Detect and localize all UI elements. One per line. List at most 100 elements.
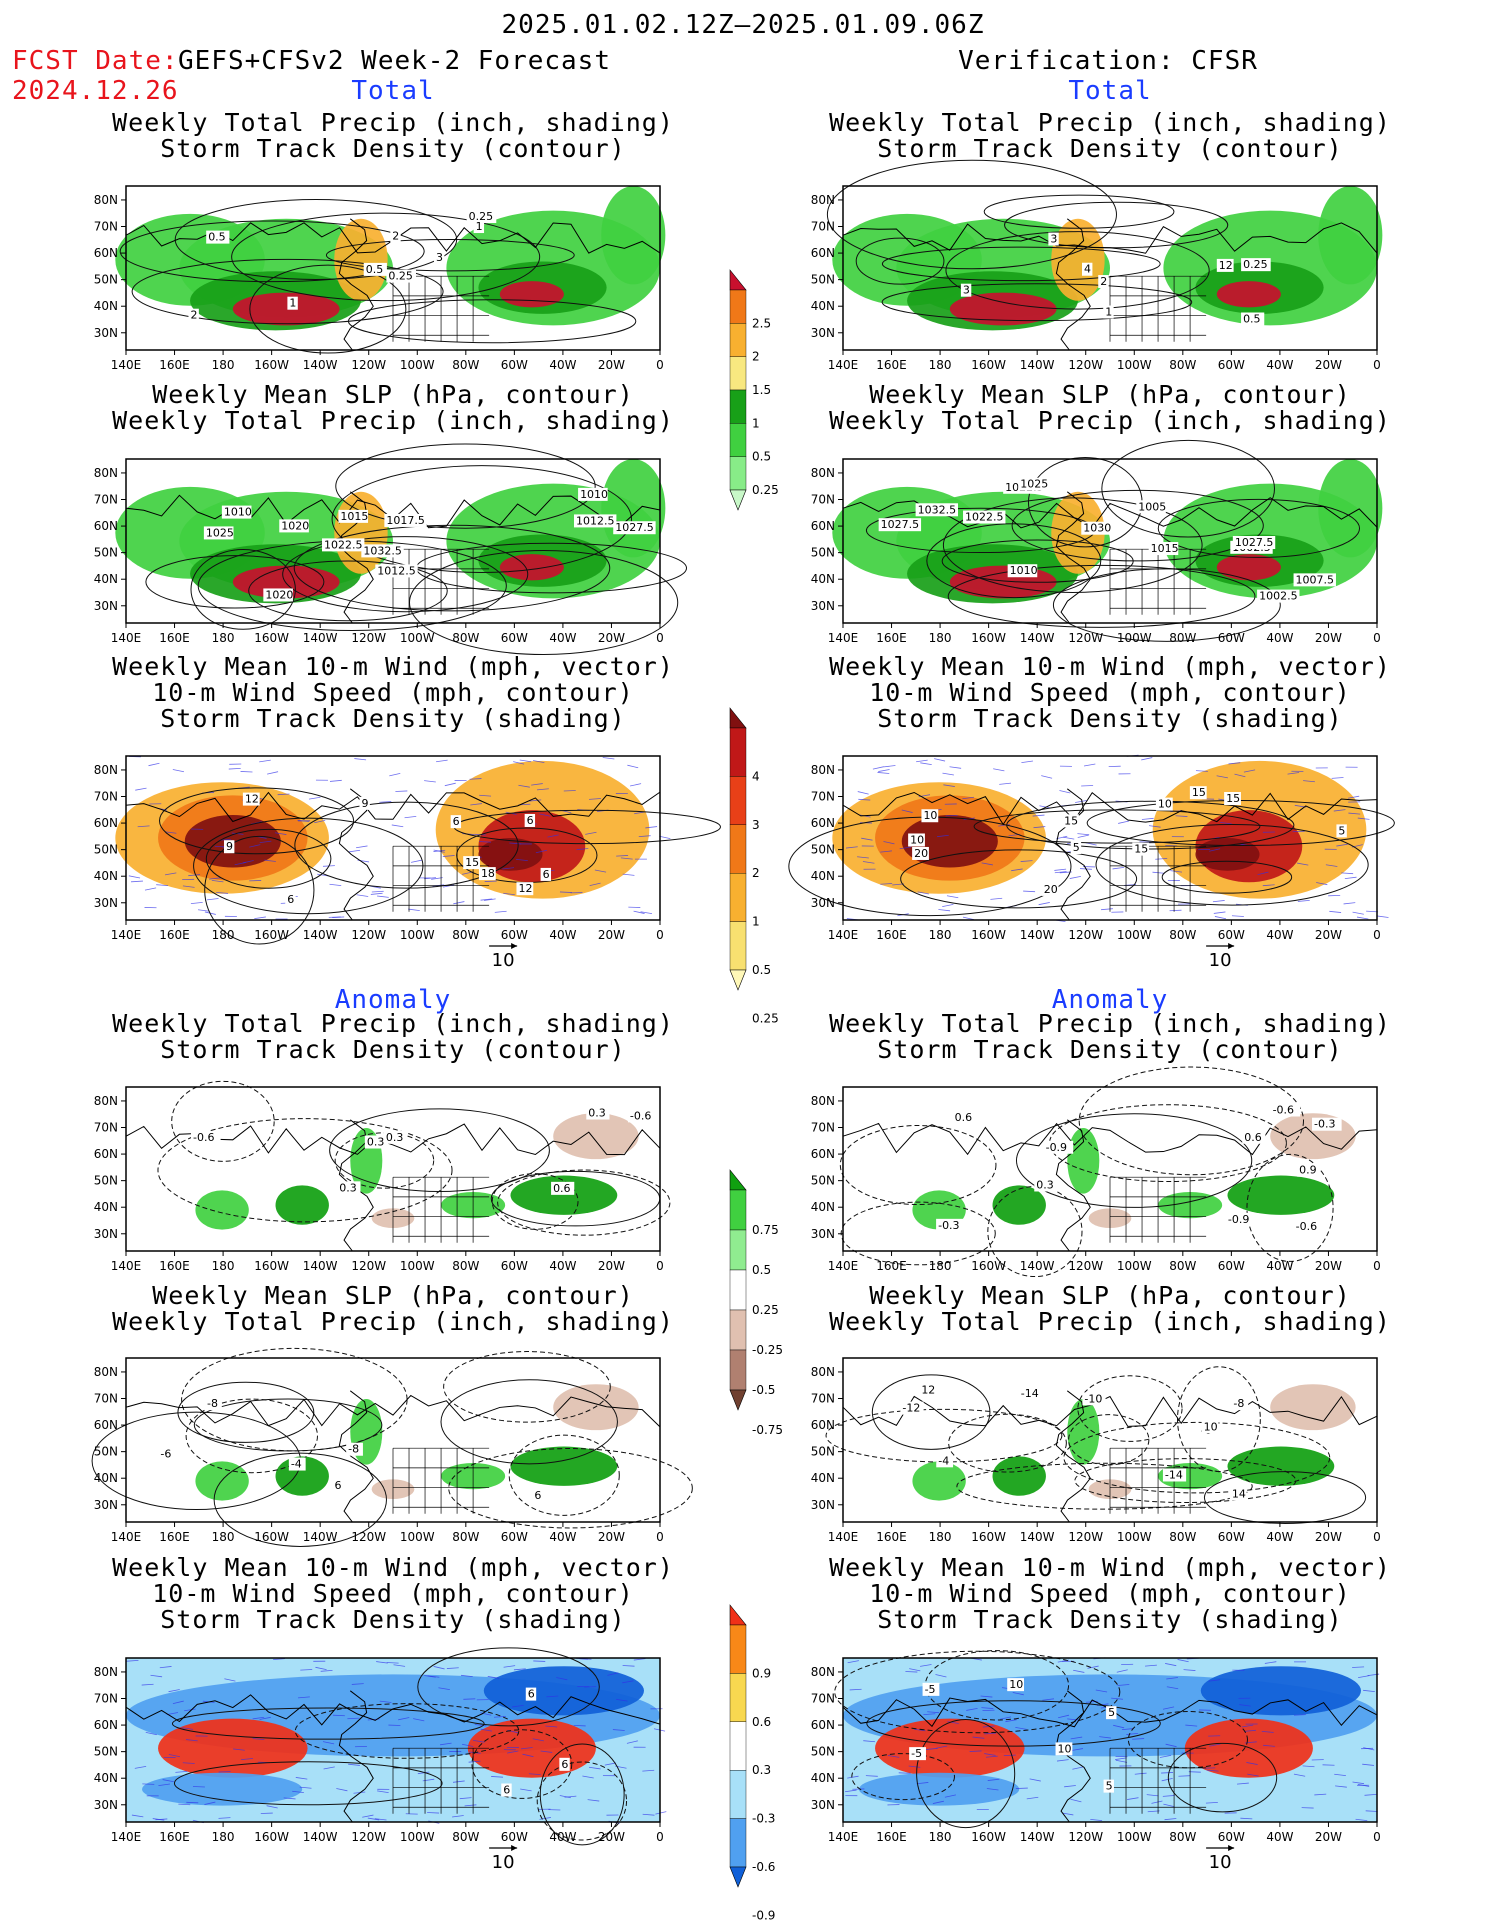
- wind-vector: [1073, 1669, 1085, 1673]
- lon-tick-label: 160E: [159, 1530, 190, 1544]
- wind-vector: [917, 891, 929, 895]
- contour-label-bg: [936, 1454, 954, 1468]
- wind-vector: [935, 1745, 948, 1749]
- lat-tick-label: 40N: [94, 299, 118, 313]
- panel-title-v3-line3: Storm Track Density (shading): [877, 704, 1343, 733]
- wind-vector: [126, 1659, 139, 1662]
- contour-label-bg: [574, 514, 617, 528]
- contour-label: 0.25: [469, 210, 494, 223]
- wind-vector: [254, 916, 266, 920]
- shading-region: [275, 1185, 329, 1225]
- wind-vector: [1178, 1775, 1191, 1777]
- shading-region: [1216, 554, 1281, 581]
- wind-vector: [620, 857, 633, 860]
- lat-tick-label: 60N: [94, 1418, 118, 1432]
- wind-vector: [1363, 1747, 1375, 1751]
- contour-label: -4: [938, 1454, 949, 1467]
- wind-vector: [317, 873, 329, 877]
- map-panel-fa3: 6 6 6 80N 70N 60N 50N 40N 30N 140E 160E 180 160W 140W…: [94, 1647, 667, 1873]
- wind-vector: [440, 1742, 452, 1746]
- lon-tick-label: 100W: [1117, 1530, 1152, 1544]
- colorbar-swatch: [729, 456, 747, 491]
- lon-tick-label: 120W: [351, 1830, 386, 1844]
- wind-vector: [1213, 911, 1226, 914]
- wind-vector: [259, 840, 272, 844]
- wind-vector: [1061, 1812, 1074, 1816]
- coastline: [842, 222, 1378, 254]
- wind-vector: [1352, 1781, 1365, 1785]
- lon-tick-label: 80W: [452, 1259, 479, 1273]
- wind-vector: [913, 1728, 926, 1732]
- wind-vector: [1058, 1714, 1070, 1719]
- colorbar-label: 1.5: [752, 383, 771, 397]
- lat-tick-label: 70N: [811, 790, 835, 804]
- map-panel-va3: -5 10 -5 5 5 10 80N 70N 60N 50N 40N 30N 140E 160E 180 1…: [811, 1650, 1381, 1873]
- wind-vector: [607, 1672, 619, 1676]
- contour-label: 1010: [224, 506, 252, 519]
- lon-tick-label: 100W: [1117, 928, 1152, 942]
- contour-label-bg: [1081, 521, 1111, 535]
- wind-vector: [981, 862, 993, 866]
- shading-region: [1318, 186, 1383, 285]
- wind-vector: [353, 1791, 366, 1794]
- contour-label-bg: [473, 220, 485, 234]
- wind-vector: [1023, 890, 1036, 893]
- shading-region: [1216, 281, 1281, 308]
- panel-title-v2-line1: Weekly Mean SLP (hPa, contour): [869, 380, 1351, 409]
- wind-vector: [1077, 833, 1090, 836]
- shading-region: [499, 281, 564, 308]
- contour-label: 6: [534, 1489, 541, 1502]
- contour-label: 0.3: [339, 1181, 357, 1194]
- wind-vector: [150, 1674, 163, 1678]
- contour-line: [881, 283, 1193, 322]
- colorbar-label: -0.6: [752, 1860, 775, 1874]
- wind-vector: [131, 880, 143, 883]
- contour-label: 15: [1064, 814, 1078, 827]
- map-frame: [842, 1086, 1378, 1252]
- coastline: [338, 788, 374, 921]
- colorbar-swatch: [729, 824, 747, 874]
- contour-label: -0.9: [1228, 1213, 1249, 1226]
- wind-vector: [927, 1711, 940, 1714]
- wind-vector: [1297, 900, 1310, 902]
- colorbar-label: 1: [752, 915, 760, 929]
- vector-ref-label: 10: [1209, 950, 1232, 971]
- contour-line: [145, 555, 325, 609]
- shading-region: [875, 1718, 1025, 1778]
- lat-tick-label: 50N: [811, 843, 835, 857]
- lon-tick-label: 140W: [1020, 631, 1055, 645]
- coastline: [1055, 491, 1091, 624]
- contour-label-bg: [363, 262, 387, 276]
- wind-vector: [642, 1769, 655, 1772]
- contour-label-bg: [364, 1135, 389, 1149]
- lon-tick-label: 140W: [1020, 1259, 1055, 1273]
- wind-vector: [858, 798, 871, 801]
- wind-vector: [1246, 1762, 1258, 1765]
- contour-label: 12: [1219, 259, 1233, 272]
- wind-vector: [128, 875, 141, 879]
- lon-tick-label: 60W: [1218, 631, 1245, 645]
- contour-line: [851, 1753, 955, 1801]
- wind-vector: [533, 760, 545, 764]
- lat-tick-label: 80N: [811, 193, 835, 207]
- contour-line: [1063, 1421, 1331, 1494]
- colorbar-swatch: [729, 969, 747, 991]
- wind-vector: [446, 1667, 459, 1669]
- lon-tick-label: 140E: [111, 928, 142, 942]
- wind-vector: [972, 1736, 985, 1739]
- fcst-date-label: FCST Date:: [12, 46, 179, 76]
- contour-line: [1078, 1066, 1304, 1176]
- wind-vector: [529, 799, 542, 802]
- wind-vector: [1262, 884, 1275, 887]
- wind-vector: [594, 869, 607, 873]
- wind-vector: [633, 910, 645, 914]
- lat-tick-label: 50N: [811, 1445, 835, 1459]
- contour-label: -5: [911, 1747, 922, 1760]
- colorbar-label: 0.75: [752, 1223, 779, 1237]
- lon-tick-label: 180: [929, 1530, 952, 1544]
- contour-label-bg: [1136, 500, 1166, 514]
- wind-vector: [461, 1743, 474, 1747]
- contour-label: 1020: [265, 588, 293, 601]
- wind-vector: [1303, 780, 1315, 783]
- wind-vector: [1029, 1778, 1041, 1782]
